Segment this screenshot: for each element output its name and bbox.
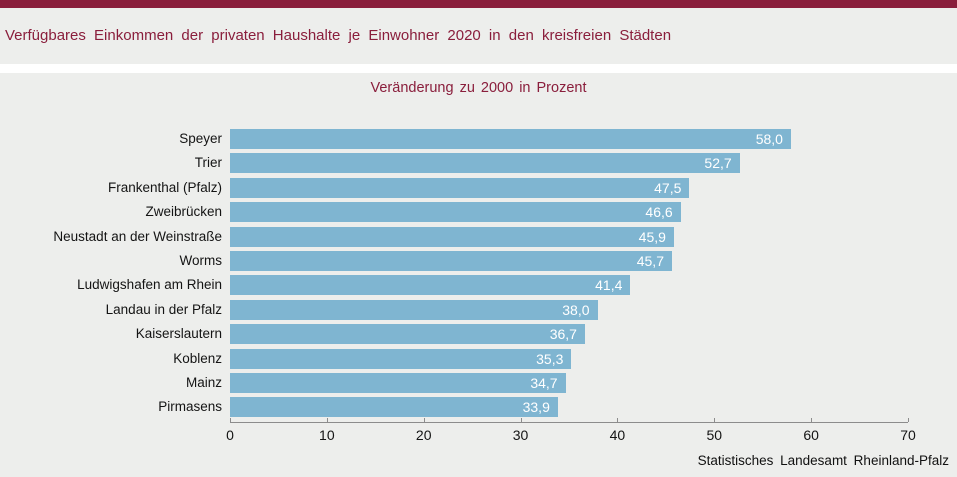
category-label: Frankenthal (Pfalz) — [107, 179, 222, 195]
bar-chart-rows: Speyer 58,0 Trier 52,7 Frankenthal (Pfalz) 47… — [0, 129, 907, 422]
value-label: 38,0 — [562, 301, 590, 318]
bar-row: Mainz 34,7 — [0, 372, 907, 393]
bar-track: 38,0 — [230, 299, 907, 320]
bar-row: Speyer 58,0 — [0, 129, 907, 149]
bar-row: Ludwigshafen am Rhein 41,4 — [0, 275, 907, 296]
value-label: 45,9 — [638, 228, 666, 245]
bar-track: 41,4 — [230, 275, 907, 296]
chart-title: Verfügbares Einkommen der privaten Haush… — [5, 27, 672, 44]
bar-track: 45,9 — [230, 226, 907, 247]
bar: 45,7 — [230, 250, 672, 271]
axis-tick — [811, 418, 813, 422]
bar-row: Zweibrücken 46,6 — [0, 202, 907, 223]
bar: 34,7 — [230, 372, 566, 393]
category-label: Ludwigshafen am Rhein — [77, 277, 222, 293]
value-label: 36,7 — [549, 326, 577, 343]
bar: 47,5 — [230, 177, 690, 198]
bar-row: Landau in der Pfalz 38,0 — [0, 299, 907, 320]
bar: 41,4 — [230, 275, 631, 296]
axis-tick-label: 30 — [512, 427, 529, 443]
category-label: Koblenz — [173, 350, 222, 366]
category-label: Speyer — [179, 131, 222, 146]
category-label: Kaiserslautern — [135, 326, 222, 342]
value-label: 46,6 — [645, 204, 673, 221]
separator-band — [0, 64, 957, 73]
bar: 33,9 — [230, 397, 558, 418]
bar-track: 45,7 — [230, 250, 907, 271]
bar-track: 47,5 — [230, 177, 907, 198]
bar-track: 36,7 — [230, 324, 907, 345]
x-axis: 0 10 20 30 40 50 60 70 — [226, 418, 916, 443]
axis-tick — [714, 418, 716, 422]
axis-tick — [326, 418, 328, 422]
bar-row: Kaiserslautern 36,7 — [0, 324, 907, 345]
bar: 52,7 — [230, 153, 740, 174]
bar: 45,9 — [230, 226, 674, 247]
top-accent-bar — [0, 0, 957, 8]
bar: 35,3 — [230, 348, 572, 369]
value-label: 58,0 — [755, 131, 783, 147]
category-label: Neustadt an der Weinstraße — [53, 228, 222, 244]
value-label: 47,5 — [654, 179, 682, 196]
axis-tick — [617, 418, 619, 422]
value-label: 34,7 — [530, 374, 558, 391]
axis-tick-label: 0 — [226, 427, 234, 443]
axis-tick — [423, 418, 425, 422]
bar-track: 35,3 — [230, 348, 907, 369]
source-attribution: Statistisches Landesamt Rheinland-Pfalz — [697, 453, 949, 468]
bar-row: Koblenz 35,3 — [0, 348, 907, 369]
category-label: Zweibrücken — [145, 204, 222, 220]
category-label: Mainz — [185, 374, 222, 390]
axis-tick-label: 60 — [803, 427, 819, 443]
category-label: Landau in der Pfalz — [105, 301, 222, 317]
axis-tick-label: 20 — [415, 427, 432, 443]
axis-tick — [520, 418, 522, 422]
chart-subtitle: Veränderung zu 2000 in Prozent — [370, 80, 587, 96]
axis-tick-label: 70 — [900, 427, 916, 443]
bar-row: Neustadt an der Weinstraße 45,9 — [0, 226, 907, 247]
bar: 58,0 — [230, 129, 791, 149]
axis-tick — [230, 418, 231, 422]
bar-row: Trier 52,7 — [0, 153, 907, 174]
value-label: 35,3 — [536, 350, 564, 367]
bar-track: 58,0 — [230, 129, 907, 149]
category-label: Worms — [179, 252, 223, 268]
axis-tick-label: 50 — [706, 427, 723, 443]
category-label: Trier — [194, 155, 222, 171]
bar: 36,7 — [230, 324, 585, 345]
bar: 38,0 — [230, 299, 598, 320]
value-label: 33,9 — [522, 399, 550, 416]
bar-row: Frankenthal (Pfalz) 47,5 — [0, 177, 907, 198]
value-label: 41,4 — [595, 277, 623, 294]
bar-row: Pirmasens 33,9 — [0, 397, 907, 418]
value-label: 45,7 — [636, 252, 664, 269]
category-label: Pirmasens — [158, 399, 222, 415]
bar-row: Worms 45,7 — [0, 250, 907, 271]
axis-tick-label: 40 — [609, 427, 626, 443]
bar-track: 33,9 — [230, 397, 907, 418]
axis-tick-label: 10 — [319, 427, 335, 443]
bar-track: 46,6 — [230, 202, 907, 223]
value-label: 52,7 — [704, 155, 732, 172]
axis-tick — [908, 418, 909, 422]
bar-track: 52,7 — [230, 153, 907, 174]
bar: 46,6 — [230, 202, 681, 223]
bar-track: 34,7 — [230, 372, 907, 393]
